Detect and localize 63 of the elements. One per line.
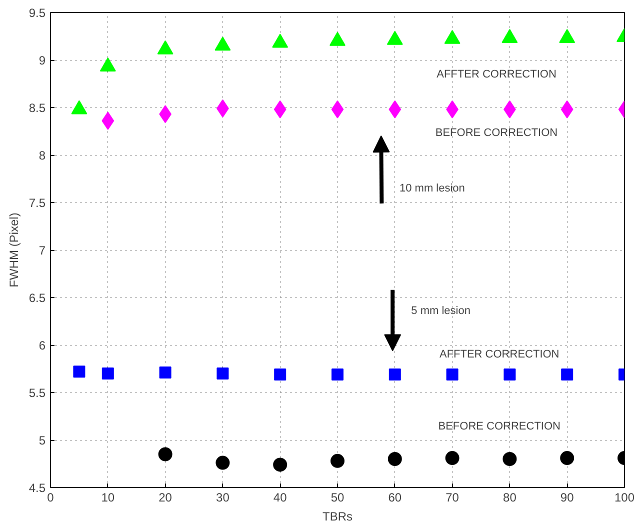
point: [71, 100, 88, 114]
point: [100, 57, 116, 72]
y-tick-label: 7.5: [28, 196, 46, 210]
x-tick-label: 20: [158, 490, 172, 504]
point: [274, 100, 286, 118]
y-tick-label: 9.5: [28, 6, 46, 20]
point: [332, 368, 344, 380]
x-tick-label: 50: [330, 490, 344, 504]
point: [445, 451, 460, 466]
point: [504, 368, 516, 380]
x-tick-label: 40: [273, 490, 288, 504]
x-tick-label: 30: [216, 490, 230, 504]
y-tick-label: 5.5: [28, 386, 46, 400]
point: [159, 366, 172, 379]
point: [386, 30, 403, 45]
point: [158, 447, 172, 462]
point: [216, 368, 229, 380]
x-tick-label: 10: [101, 490, 115, 504]
y-tick-label: 8: [38, 148, 46, 162]
point: [73, 366, 86, 378]
x-tick-label: 60: [388, 490, 402, 504]
point: [330, 454, 344, 468]
point: [444, 30, 460, 44]
annotation: BEFORE CORRECTION: [435, 127, 558, 140]
x-tick-label: 100: [614, 490, 634, 504]
x-tick-label: 80: [503, 490, 517, 504]
y-tick-label: 5: [38, 434, 46, 448]
point: [561, 368, 574, 380]
point: [273, 458, 288, 472]
point: [388, 368, 401, 380]
annotation: AFFTER CORRECTION: [436, 68, 556, 80]
point: [560, 100, 574, 118]
point: [157, 40, 174, 54]
x-tick-label: 70: [446, 490, 460, 504]
point: [388, 452, 402, 466]
y-tick-label: 6: [38, 338, 46, 352]
y-tick-label: 9: [38, 54, 46, 68]
y-tick-label: 6.5: [28, 291, 46, 305]
point: [388, 100, 402, 118]
y-axis-title: FWHM (Pixel): [6, 212, 21, 288]
y-tick-label: 7: [38, 244, 46, 258]
annotation: 5 mm lesion: [411, 304, 470, 317]
point: [502, 452, 517, 466]
point: [214, 36, 231, 51]
point: [216, 456, 230, 470]
point: [274, 368, 286, 380]
point: [331, 100, 344, 118]
y-tick-label: 8.5: [28, 101, 46, 115]
x-tick-label: 0: [47, 490, 54, 504]
x-axis-title: TBRs: [322, 510, 352, 524]
annotation: 10 mm lesion: [400, 182, 465, 194]
point: [102, 112, 114, 130]
point: [272, 34, 288, 48]
x-tick-label: 90: [560, 490, 574, 504]
point: [102, 368, 114, 380]
y-tick-label: 4.5: [28, 481, 46, 495]
point: [502, 28, 518, 43]
point: [446, 368, 458, 380]
annotation: AFFTER CORRECTION: [439, 348, 560, 360]
point: [560, 451, 574, 466]
point: [330, 32, 346, 46]
point: [559, 28, 576, 43]
annotation: BEFORE CORRECTION: [438, 420, 561, 433]
